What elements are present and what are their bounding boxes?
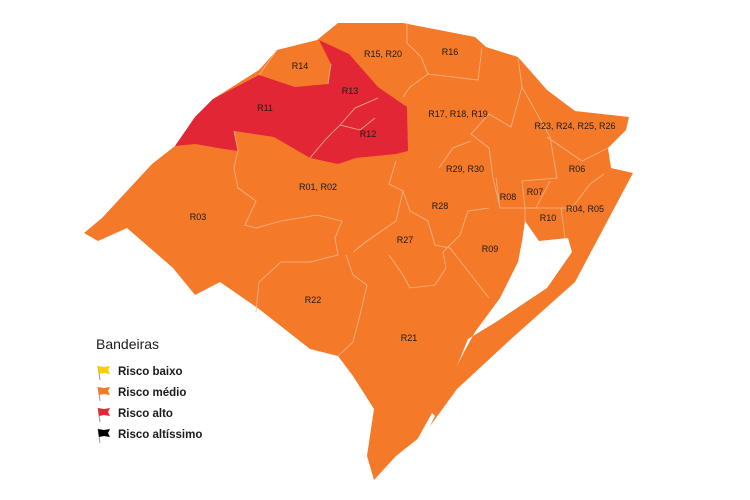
legend-label: Risco altíssimo <box>118 428 203 441</box>
region-label: R22 <box>305 295 322 305</box>
region-label: R11 <box>257 103 273 113</box>
legend-item: Risco baixo <box>96 361 202 382</box>
region-label: R17, R18, R19 <box>428 109 488 119</box>
legend-label: Risco alto <box>118 407 173 420</box>
region-label: R27 <box>397 235 414 245</box>
black-flag-icon <box>97 428 110 443</box>
region-label: R04, R05 <box>566 204 604 214</box>
region-label: R01, R02 <box>299 182 337 192</box>
region-label: R15, R20 <box>364 49 402 59</box>
region-label: R09 <box>482 244 499 254</box>
orange-flag-icon <box>97 386 110 401</box>
region-label: R06 <box>569 164 586 174</box>
region-label: R08 <box>500 192 517 202</box>
region-label: R23, R24, R25, R26 <box>534 121 615 131</box>
region-label: R29, R30 <box>446 164 484 174</box>
legend: Bandeiras Risco baixo Risco médio Risco al… <box>96 336 202 445</box>
region-label: R28 <box>432 201 449 211</box>
region-label: R07 <box>527 187 544 197</box>
lagoa-mirim <box>396 413 435 470</box>
region-label: R21 <box>401 333 418 343</box>
legend-item: Risco alto <box>96 403 202 424</box>
legend-item: Risco médio <box>96 382 202 403</box>
region-label: R13 <box>342 86 359 96</box>
high-risk-area <box>175 40 408 164</box>
legend-title: Bandeiras <box>96 336 160 352</box>
yellow-flag-icon <box>97 365 110 380</box>
lagoa-dos-patos <box>457 221 572 366</box>
region-label: R12 <box>360 129 377 139</box>
region-label: R16 <box>442 47 459 57</box>
region-label: R10 <box>540 213 557 223</box>
region-label: R03 <box>190 212 207 222</box>
region-borders <box>233 23 609 357</box>
region-label: R14 <box>292 61 309 71</box>
legend-label: Risco médio <box>118 386 187 399</box>
legend-item: Risco altíssimo <box>96 424 202 445</box>
legend-label: Risco baixo <box>118 365 183 378</box>
red-flag-icon <box>97 407 110 422</box>
